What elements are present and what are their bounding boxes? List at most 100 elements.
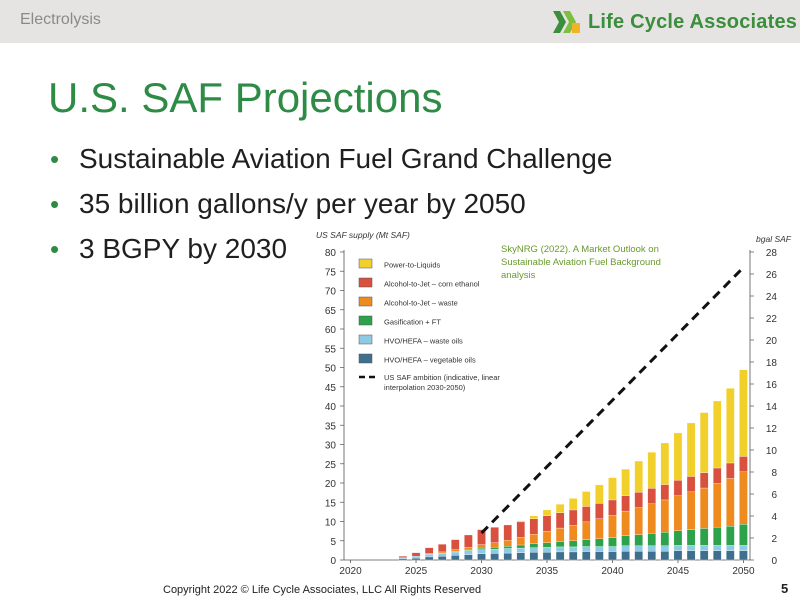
bar-segment [516, 544, 526, 549]
bar-segment [555, 541, 565, 548]
bullet-text: 35 billion gallons/y per year by 2050 [79, 188, 526, 219]
bar-segment [411, 557, 421, 561]
bar-segment [647, 545, 656, 552]
bar-segment [477, 549, 486, 554]
bar-segment [726, 478, 735, 527]
bar-segment [634, 492, 643, 508]
bar-segment [673, 530, 683, 546]
bar-segment [582, 491, 591, 507]
bar-segment [542, 552, 552, 561]
legend-swatch [358, 277, 373, 288]
legend-label: HVO/HEFA – waste oils [384, 337, 463, 346]
bar-segment [568, 525, 578, 541]
bar-segment [621, 545, 630, 552]
bar-segment [516, 547, 526, 553]
bar-segment [568, 498, 578, 511]
legend-line-label: interpolation 2030-2050) [384, 383, 466, 392]
y-tick-label: 65 [325, 306, 337, 317]
y2-axis-title: bgal SAF [756, 234, 792, 244]
y-tick-label: 75 [325, 267, 337, 278]
bar-segment [713, 527, 722, 546]
bar-segment [660, 532, 670, 546]
bar-segment [438, 551, 447, 554]
bar-segment [713, 400, 722, 469]
bar-segment [398, 557, 408, 559]
bar-segment [713, 545, 722, 551]
bar-segment [503, 552, 512, 561]
bar-segment [673, 545, 683, 551]
y-tick-label: 80 [325, 248, 337, 259]
bar-segment [477, 547, 486, 550]
bar-segment [555, 504, 565, 513]
bar-segment [568, 540, 578, 548]
bar-segment [634, 550, 643, 561]
y2-tick-label: 6 [771, 490, 777, 501]
y2-tick-label: 4 [771, 512, 777, 523]
bar-segment [438, 552, 447, 557]
bar-segment [424, 547, 434, 554]
bar-segment [595, 546, 604, 552]
bar-segment [516, 552, 526, 561]
bar-segment [726, 462, 735, 479]
bar-segment [490, 527, 499, 543]
bar-segment [516, 521, 526, 538]
ambition-line [480, 266, 745, 535]
bar-segment [660, 550, 670, 561]
bar-segment [621, 495, 630, 512]
bar-segment [477, 544, 486, 549]
bar-segment [621, 535, 630, 546]
bar-segment [739, 471, 748, 525]
bar-segment [686, 422, 696, 477]
y-tick-label: 15 [325, 498, 337, 509]
y2-tick-label: 28 [766, 248, 778, 259]
bar-segment [451, 549, 460, 552]
y2-tick-label: 16 [766, 380, 778, 391]
bar-segment [595, 551, 604, 561]
bar-segment [411, 552, 421, 557]
bar-segment [529, 543, 539, 548]
y2-tick-label: 10 [766, 446, 778, 457]
x-tick-label: 2035 [536, 566, 559, 577]
bar-segment [726, 388, 735, 464]
bar-segment [451, 555, 460, 561]
bar-segment [595, 484, 604, 504]
x-tick-label: 2025 [405, 566, 428, 577]
bar-segment [739, 369, 748, 457]
x-tick-label: 2020 [339, 566, 362, 577]
legend-label: Alcohol-to-Jet – corn ethanol [384, 280, 480, 289]
y-tick-label: 50 [325, 364, 337, 375]
bar-segment [451, 539, 460, 550]
source-note: SkyNRG (2022). A Market Outlook on [501, 244, 659, 255]
bar-segment [699, 487, 709, 529]
legend-swatch [358, 258, 373, 269]
bar-segment [490, 542, 499, 548]
bar-segment [608, 551, 617, 561]
bar-segment [582, 546, 591, 552]
bar-segment [555, 551, 565, 561]
bar-segment [464, 554, 473, 561]
x-tick-label: 2050 [732, 566, 755, 577]
bar-segment [529, 547, 539, 553]
y2-tick-label: 20 [766, 336, 778, 347]
bar-segment [503, 524, 512, 541]
bullet-list: • Sustainable Aviation Fuel Grand Challen… [48, 140, 612, 275]
bar-segment [411, 555, 421, 559]
x-tick-label: 2045 [667, 566, 690, 577]
bar-segment [477, 553, 486, 561]
y-tick-label: 45 [325, 383, 337, 394]
bar-segment [555, 512, 565, 529]
bar-segment [608, 537, 617, 547]
bar-segment [673, 432, 683, 481]
y2-tick-label: 0 [771, 556, 777, 567]
y-tick-label: 0 [330, 556, 336, 567]
bar-segment [634, 534, 643, 546]
bar-segment [542, 515, 552, 532]
page-number: 5 [781, 581, 789, 596]
legend-label: Alcohol-to-Jet – waste [384, 299, 458, 308]
bar-segment [529, 534, 539, 544]
footer-copyright: Copyright 2022 © Life Cycle Associates, … [163, 584, 482, 596]
bar-segment [398, 558, 408, 561]
bar-segment [542, 509, 552, 516]
bar-segment [739, 524, 748, 546]
y-tick-label: 55 [325, 344, 337, 355]
